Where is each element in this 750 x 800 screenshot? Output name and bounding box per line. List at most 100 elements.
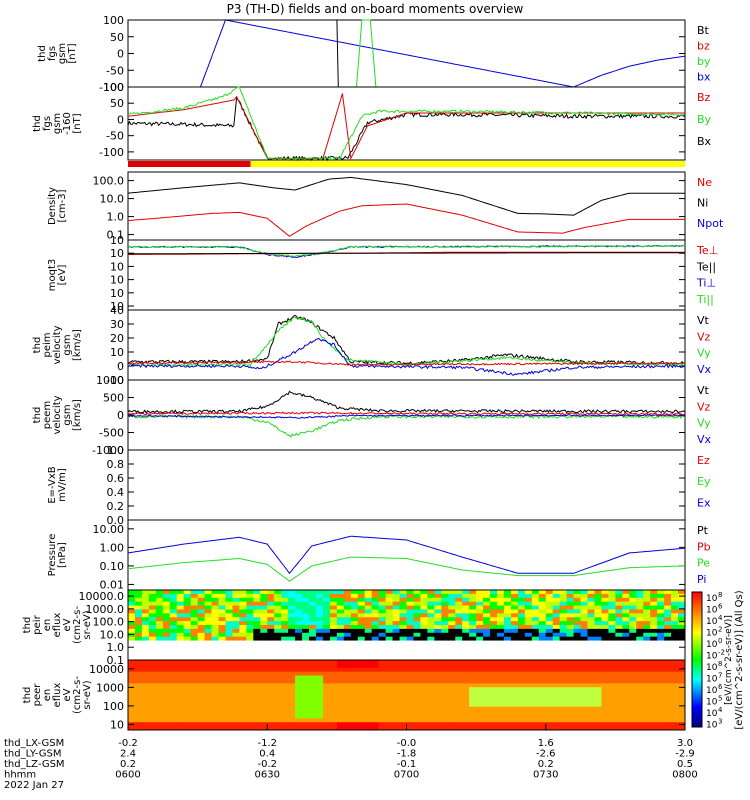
heatmap-cell: [336, 601, 345, 607]
heatmap-cell: [580, 660, 589, 665]
heatmap-cell: [594, 601, 602, 607]
heatmap-cell: [162, 726, 171, 731]
heatmap-cell: [155, 714, 164, 719]
heatmap-cell: [162, 695, 171, 700]
heatmap-cell: [664, 652, 672, 657]
heatmap-cell: [357, 656, 366, 661]
heatmap-cell: [204, 702, 213, 708]
heatmap-cell: [434, 718, 442, 723]
heatmap-cell: [176, 718, 185, 723]
y-tick-label: -50: [106, 64, 124, 77]
heatmap-cell: [413, 613, 421, 618]
heatmap-cell: [594, 597, 602, 603]
heatmap-cell: [629, 714, 637, 719]
heatmap-cell: [538, 636, 547, 642]
heatmap-cell: [253, 597, 261, 603]
heatmap-cell: [176, 679, 185, 684]
heatmap-cell: [573, 714, 582, 719]
heatmap-cell: [510, 617, 519, 622]
heatmap-cell: [371, 726, 380, 731]
heatmap-cell: [510, 621, 519, 626]
heatmap-cell: [671, 597, 679, 603]
y-tick-label: -10: [106, 374, 124, 387]
heatmap-cell: [211, 663, 220, 669]
heatmap-cell: [531, 601, 540, 607]
y-axis-label-line: Density: [47, 187, 58, 225]
heatmap-cell: [643, 652, 651, 657]
heatmap-cell: [232, 593, 240, 599]
heatmap-cell: [406, 691, 414, 696]
heatmap-cell: [260, 625, 268, 630]
heatmap-cell: [357, 698, 366, 704]
heatmap-cell: [573, 726, 582, 731]
heatmap-cell: [274, 702, 282, 708]
heatmap-cell: [469, 726, 477, 731]
heatmap-cell: [427, 621, 435, 626]
heatmap-cell: [601, 632, 609, 638]
heatmap-cell: [232, 695, 240, 700]
heatmap-cell: [288, 605, 296, 610]
heatmap-cell: [406, 597, 414, 603]
heatmap-cell: [392, 617, 401, 622]
heatmap-cell: [225, 648, 233, 653]
heatmap-cell: [601, 722, 609, 727]
heatmap-cell: [531, 683, 540, 688]
heatmap-cell: [364, 656, 373, 661]
heatmap-cell: [162, 710, 171, 715]
heatmap-cell: [169, 625, 178, 630]
heatmap-cell: [350, 628, 359, 634]
heatmap-cell: [671, 656, 679, 661]
heatmap-cell: [128, 636, 136, 642]
heatmap-cell: [274, 663, 282, 669]
heatmap-cell: [162, 722, 171, 727]
colorbar-tick-label: 10: [706, 606, 718, 616]
heatmap-cell: [357, 714, 366, 719]
heatmap-cell: [169, 679, 178, 684]
heatmap-cell: [253, 679, 261, 684]
heatmap-cell: [636, 632, 644, 638]
heatmap-cell: [476, 691, 484, 696]
heatmap-cell: [427, 710, 435, 715]
heatmap-cell: [601, 601, 609, 607]
heatmap-cell: [545, 644, 554, 649]
heatmap-cell: [128, 671, 136, 677]
heatmap-cell: [545, 679, 554, 684]
heatmap-cell: [378, 710, 387, 715]
heatmap-cell: [448, 605, 456, 610]
heatmap-cell: [260, 640, 268, 645]
heatmap-cell: [559, 632, 568, 638]
heatmap-cell: [601, 679, 609, 684]
heatmap-cell: [573, 632, 582, 638]
heatmap-cell: [343, 640, 352, 645]
heatmap-cell: [134, 652, 143, 657]
heatmap-cell: [455, 710, 463, 715]
heatmap-cell: [357, 632, 366, 638]
y-axis-label-line: gsm: [52, 113, 63, 134]
heatmap-cell: [483, 648, 491, 653]
heatmap-cell: [295, 706, 303, 712]
heatmap-cell: [350, 683, 359, 688]
heatmap-cell: [671, 617, 679, 622]
heatmap-cell: [197, 597, 206, 603]
heatmap-cell: [580, 605, 589, 610]
legend-label: by: [697, 55, 711, 68]
heatmap-cell: [128, 667, 136, 673]
y-axis-label-line: thd: [32, 337, 43, 354]
heatmap-cell: [253, 632, 261, 638]
heatmap-cell: [246, 695, 254, 700]
heatmap-cell: [357, 718, 366, 723]
heatmap-cell: [385, 687, 394, 692]
heatmap-cell: [434, 597, 442, 603]
heatmap-cell: [503, 636, 512, 642]
heatmap-cell: [385, 710, 394, 715]
heatmap-cell: [336, 710, 345, 715]
heatmap-cell: [399, 593, 407, 599]
legend-label: Ey: [697, 475, 711, 488]
heatmap-cell: [587, 609, 595, 614]
heatmap-cell: [392, 636, 401, 642]
heatmap-cell: [364, 667, 373, 673]
heatmap-cell: [357, 613, 366, 618]
heatmap-cell: [239, 710, 247, 715]
heatmap-cell: [239, 698, 247, 704]
heatmap-cell: [141, 597, 150, 603]
